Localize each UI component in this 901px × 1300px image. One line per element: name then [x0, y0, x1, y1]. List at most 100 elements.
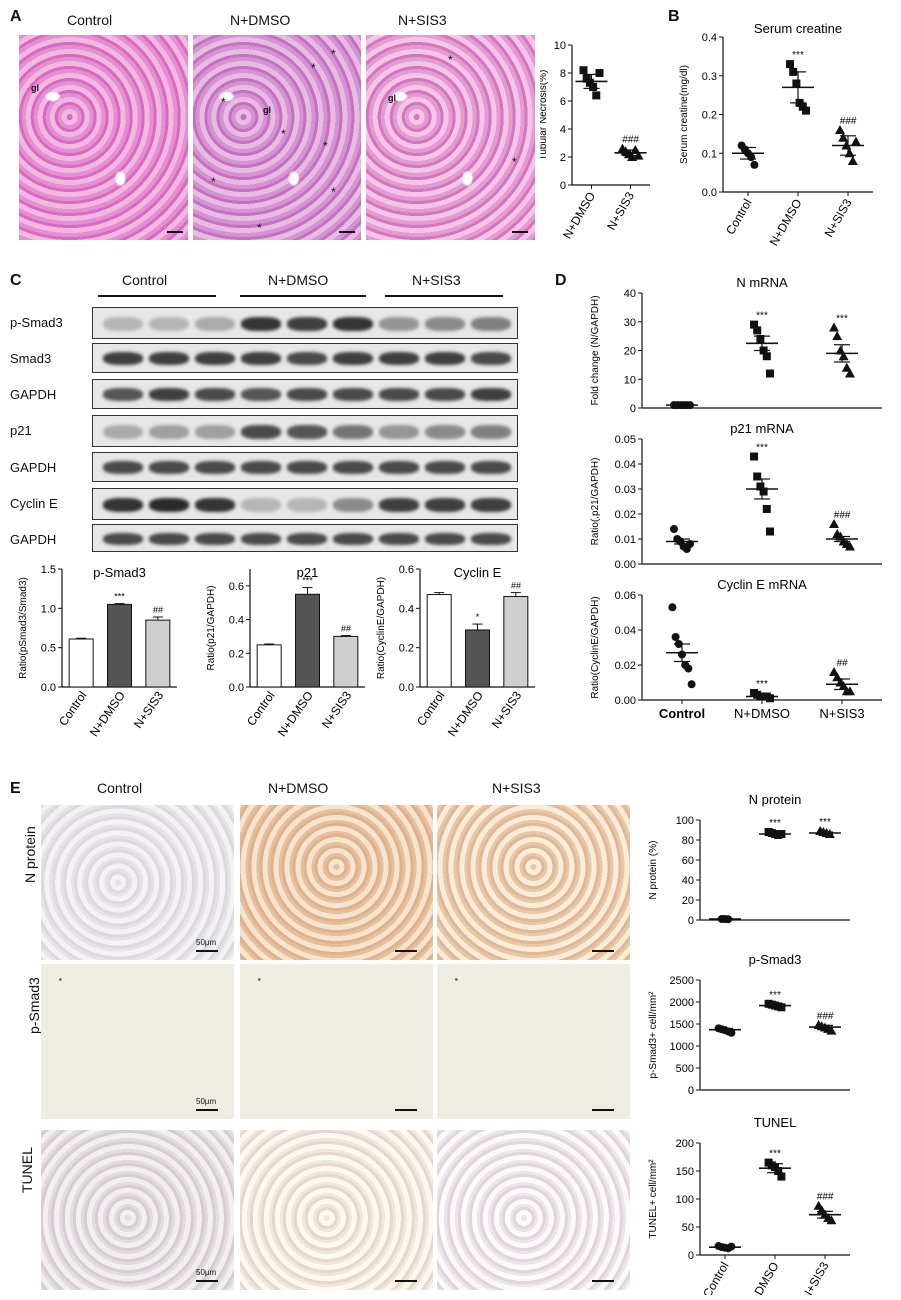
y-tick-label: 0.5	[41, 643, 56, 655]
ihc-p-smad3-ndmso	[240, 964, 433, 1119]
blot-band	[379, 425, 419, 439]
x-tick-label: N+SIS3	[319, 688, 355, 730]
blot-band	[471, 498, 511, 512]
panel-letter-e: E	[10, 780, 21, 797]
y-tick-label: 100	[676, 1194, 694, 1206]
blot-label: Cyclin E	[10, 496, 58, 511]
y-tick-label: 500	[676, 1063, 694, 1075]
data-point	[835, 125, 845, 134]
y-tick-label: 0.00	[615, 695, 636, 707]
scale-bar	[196, 1280, 218, 1282]
he-micrograph-control: gl	[19, 35, 188, 240]
bar	[295, 593, 320, 688]
chart-title: N mRNA	[736, 275, 788, 290]
y-axis-label: Tubular Necrosis(%)	[540, 70, 549, 161]
blot-strip	[92, 488, 518, 520]
blot-band	[379, 388, 419, 401]
significance-label: *	[476, 612, 480, 622]
group-underline	[240, 295, 366, 297]
blot-band	[425, 461, 465, 474]
glomerulus-label: gl	[31, 83, 39, 93]
blot-band	[149, 388, 189, 401]
y-tick-label: 50	[682, 1222, 694, 1234]
y-tick-label: 1500	[670, 1019, 694, 1031]
scale-bar	[512, 231, 528, 233]
necrosis-marker: *	[221, 95, 226, 109]
ihc-p-smad3-control: 50μm	[41, 964, 234, 1119]
significance-label: ***	[114, 592, 125, 602]
data-point	[585, 78, 594, 87]
x-tick-label: N+DMSO	[275, 689, 316, 739]
ihc-row-p-smad3: p-Smad3	[26, 977, 42, 1034]
data-point	[847, 156, 858, 165]
chart-title: p-Smad3	[749, 952, 802, 967]
x-tick-label: N+SIS3	[819, 706, 864, 721]
significance-label: ##	[836, 658, 848, 669]
blot-band	[103, 498, 143, 512]
blot-band	[149, 352, 189, 365]
x-tick-label: N+SIS3	[604, 189, 637, 232]
y-tick-label: 10	[554, 40, 566, 52]
significance-label: ***	[769, 1149, 781, 1160]
y-tick-label: 0	[688, 1085, 694, 1097]
y-tick-label: 0.00	[615, 559, 636, 571]
data-point	[684, 664, 693, 673]
y-tick-label: 0	[688, 915, 694, 927]
necrosis-marker: *	[331, 185, 336, 199]
bar	[426, 594, 452, 688]
y-tick-label: 150	[676, 1166, 694, 1178]
y-tick-label: 200	[676, 1138, 694, 1150]
data-point	[835, 345, 846, 355]
data-point	[671, 633, 680, 641]
chart-d-mrna: 0 10 20 30 40 N mRNA Fold change (N/GAPDH) *** *…	[590, 275, 882, 721]
y-tick-label: 20	[624, 346, 636, 358]
blot-label: p-Smad3	[10, 315, 63, 330]
y-tick-label: 0	[688, 1250, 694, 1262]
y-tick-label: 80	[682, 835, 694, 847]
scale-label: 50μm	[196, 938, 217, 947]
significance-label: ###	[817, 1192, 834, 1203]
blot-band	[425, 352, 465, 365]
chart-title: TUNEL	[754, 1115, 797, 1130]
data-point	[592, 91, 601, 100]
y-axis-label: Fold change (N/GAPDH)	[590, 295, 601, 405]
data-point	[851, 136, 861, 146]
scale-bar	[339, 231, 355, 233]
blot-band	[287, 533, 327, 545]
x-tick-label: Control	[659, 706, 705, 721]
chart-title: p-Smad3	[93, 565, 146, 580]
data-point	[832, 331, 843, 341]
blot-band	[195, 498, 235, 512]
glomerulus-label: gl	[388, 93, 396, 103]
blot-band	[149, 317, 189, 331]
y-tick-label: 0.0	[702, 187, 717, 199]
blot-strip	[92, 524, 518, 552]
significance-label: ***	[836, 314, 848, 325]
data-point	[766, 369, 774, 378]
y-tick-label: 2500	[670, 975, 694, 987]
blot-band	[287, 388, 327, 401]
he-micrograph-nsis3: gl * *	[366, 35, 535, 240]
x-tick-label: N+SIS3	[799, 1259, 832, 1295]
significance-label: ***	[769, 818, 781, 829]
y-tick-label: 0.02	[615, 660, 636, 672]
data-point	[826, 1025, 837, 1035]
scale-bar	[592, 950, 614, 952]
y-tick-label: 6	[560, 96, 566, 108]
blot-band	[333, 533, 373, 545]
data-point	[774, 1167, 783, 1175]
ihc-tunel-ndmso	[240, 1130, 433, 1290]
significance-label: ##	[153, 605, 164, 615]
chart-title: p21	[297, 565, 319, 580]
he-micrograph-ndmso: gl * * * * * * * *	[193, 35, 361, 240]
glomerulus-label: gl	[263, 105, 271, 115]
y-tick-label: 20	[682, 895, 694, 907]
significance-label: ***	[756, 443, 768, 454]
blot-label: Smad3	[10, 351, 52, 366]
image-label-control: Control	[67, 12, 113, 28]
significance-label: ###	[840, 116, 857, 127]
blot-band	[333, 352, 373, 365]
data-point	[595, 69, 604, 77]
x-tick-label: Control	[700, 1260, 731, 1296]
blot-band	[241, 533, 281, 545]
